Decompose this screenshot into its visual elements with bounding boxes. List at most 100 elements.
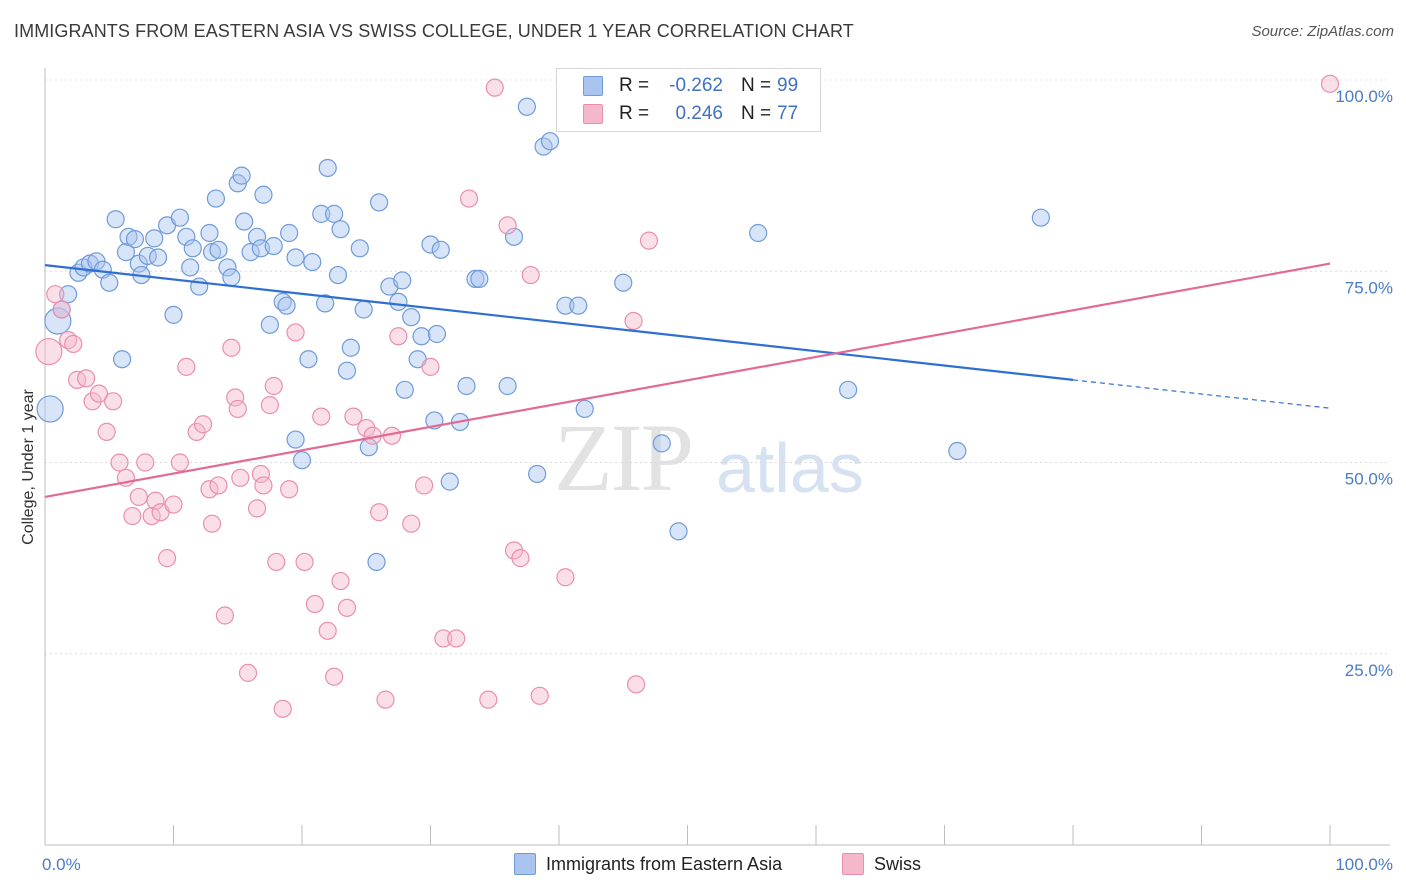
eastern-asia-point — [164, 305, 183, 324]
eastern-asia-point — [316, 294, 335, 313]
eastern-asia-point — [421, 235, 440, 254]
swiss-point — [286, 323, 305, 342]
swiss-point — [485, 78, 504, 97]
axes — [44, 68, 1390, 846]
swiss-point — [325, 667, 344, 686]
eastern-asia-point — [440, 472, 459, 491]
swiss-point — [142, 506, 161, 526]
eastern-asia-point — [504, 227, 524, 246]
eastern-asia-point — [652, 434, 671, 453]
swiss-point — [226, 388, 245, 407]
x-tick-label: 100.0% — [1335, 855, 1393, 874]
swiss-point — [267, 552, 286, 572]
swiss-point — [280, 480, 299, 499]
stats-legend: R = -0.262 N = 99 R = 0.246 N = 77 — [556, 68, 821, 132]
eastern-asia-point — [575, 399, 594, 419]
eastern-asia-point — [170, 208, 190, 227]
eastern-asia-point — [247, 227, 267, 246]
swiss-point — [344, 407, 363, 426]
swiss-point — [376, 690, 395, 709]
eastern-asia-point — [145, 229, 164, 248]
swiss-trend-line — [44, 262, 1331, 499]
swiss-point — [46, 285, 65, 304]
bottom-legend-swatch-pink — [842, 853, 864, 875]
eastern-asia-point — [556, 296, 575, 315]
eastern-asia-point — [341, 338, 360, 357]
legend-r-label: R = — [619, 103, 650, 124]
swiss-point — [447, 629, 466, 648]
eastern-asia-point — [286, 248, 305, 267]
legend-n-label: N = — [741, 103, 772, 124]
swiss-point — [251, 464, 270, 484]
eastern-asia-point — [1031, 208, 1050, 227]
swiss-point — [146, 491, 165, 510]
swiss-point — [202, 514, 222, 533]
swiss-point — [89, 384, 109, 403]
eastern-asia-point — [498, 376, 517, 396]
eastern-asia-point — [328, 265, 348, 285]
swiss-point — [331, 571, 350, 591]
eastern-asia-point — [367, 552, 386, 572]
eastern-asia-point — [241, 243, 260, 262]
swiss-point — [337, 598, 357, 617]
trend-lines — [44, 262, 1331, 499]
eastern-asia-point — [260, 315, 279, 334]
eastern-asia-point — [286, 430, 305, 449]
swiss-point — [247, 499, 267, 518]
legend-swatch-blue — [583, 76, 603, 96]
y-axis-title: College, Under 1 year — [20, 389, 37, 545]
swiss-point — [498, 216, 517, 235]
eastern-asia-point — [183, 239, 202, 258]
legend-r-label: R = — [619, 75, 650, 96]
swiss-point — [231, 468, 250, 487]
gridlines — [45, 79, 1390, 655]
eastern-asia-point — [540, 132, 560, 151]
eastern-asia-point — [181, 258, 200, 277]
eastern-asia-point — [100, 273, 119, 292]
eastern-asia-point — [280, 223, 299, 243]
eastern-asia-point — [292, 451, 312, 470]
eastern-asia-point — [177, 227, 196, 246]
eastern-asia-point — [148, 248, 168, 267]
bottom-legend-label: Immigrants from Eastern Asia — [546, 853, 783, 874]
legend-row-swiss: R = 0.246 N = 77 — [583, 102, 798, 126]
swiss-point — [123, 506, 142, 526]
swiss-point — [624, 311, 643, 331]
eastern-asia-point — [209, 240, 228, 259]
x-tick-label: 0.0% — [42, 855, 81, 874]
swiss-point — [639, 231, 659, 250]
swiss-point — [35, 337, 63, 366]
eastern-asia-point — [749, 223, 768, 243]
eastern-asia-point — [948, 441, 967, 461]
eastern-asia-point — [112, 350, 132, 369]
swiss-point — [295, 552, 314, 572]
eastern-asia-point — [312, 204, 331, 223]
eastern-asia-point — [116, 243, 136, 262]
swiss-point — [521, 265, 540, 285]
eastern-asia-point — [325, 204, 344, 223]
swiss-point — [157, 549, 177, 568]
swiss-point — [209, 476, 228, 495]
swiss-point — [68, 370, 87, 389]
swiss-point — [129, 487, 148, 507]
swiss-point — [238, 663, 258, 682]
eastern-asia-point — [370, 193, 389, 212]
y-tick-label: 75.0% — [1345, 278, 1393, 297]
swiss-point — [479, 690, 498, 709]
eastern-asia-point — [36, 395, 64, 423]
eastern-asia-point — [614, 273, 633, 292]
swiss-point — [260, 396, 279, 415]
swiss-point — [370, 503, 389, 522]
swiss-point — [104, 392, 123, 411]
swiss-point — [77, 369, 96, 388]
legend-r-value: -0.262 — [669, 75, 723, 96]
eastern-asia-point — [200, 223, 219, 243]
eastern-asia-point — [395, 380, 414, 399]
swiss-point — [626, 675, 646, 694]
eastern-asia-trend-extension — [1072, 379, 1331, 409]
legend-n-label: N = — [741, 75, 772, 96]
swiss-point — [556, 568, 575, 587]
eastern-asia-point — [402, 308, 421, 327]
legend-swatch-pink — [583, 104, 603, 124]
